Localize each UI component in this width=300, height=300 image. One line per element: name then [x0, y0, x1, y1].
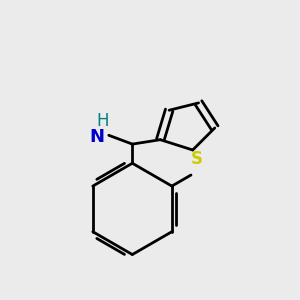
Text: S: S [191, 150, 203, 168]
Text: N: N [89, 128, 104, 146]
Text: H: H [97, 112, 109, 130]
